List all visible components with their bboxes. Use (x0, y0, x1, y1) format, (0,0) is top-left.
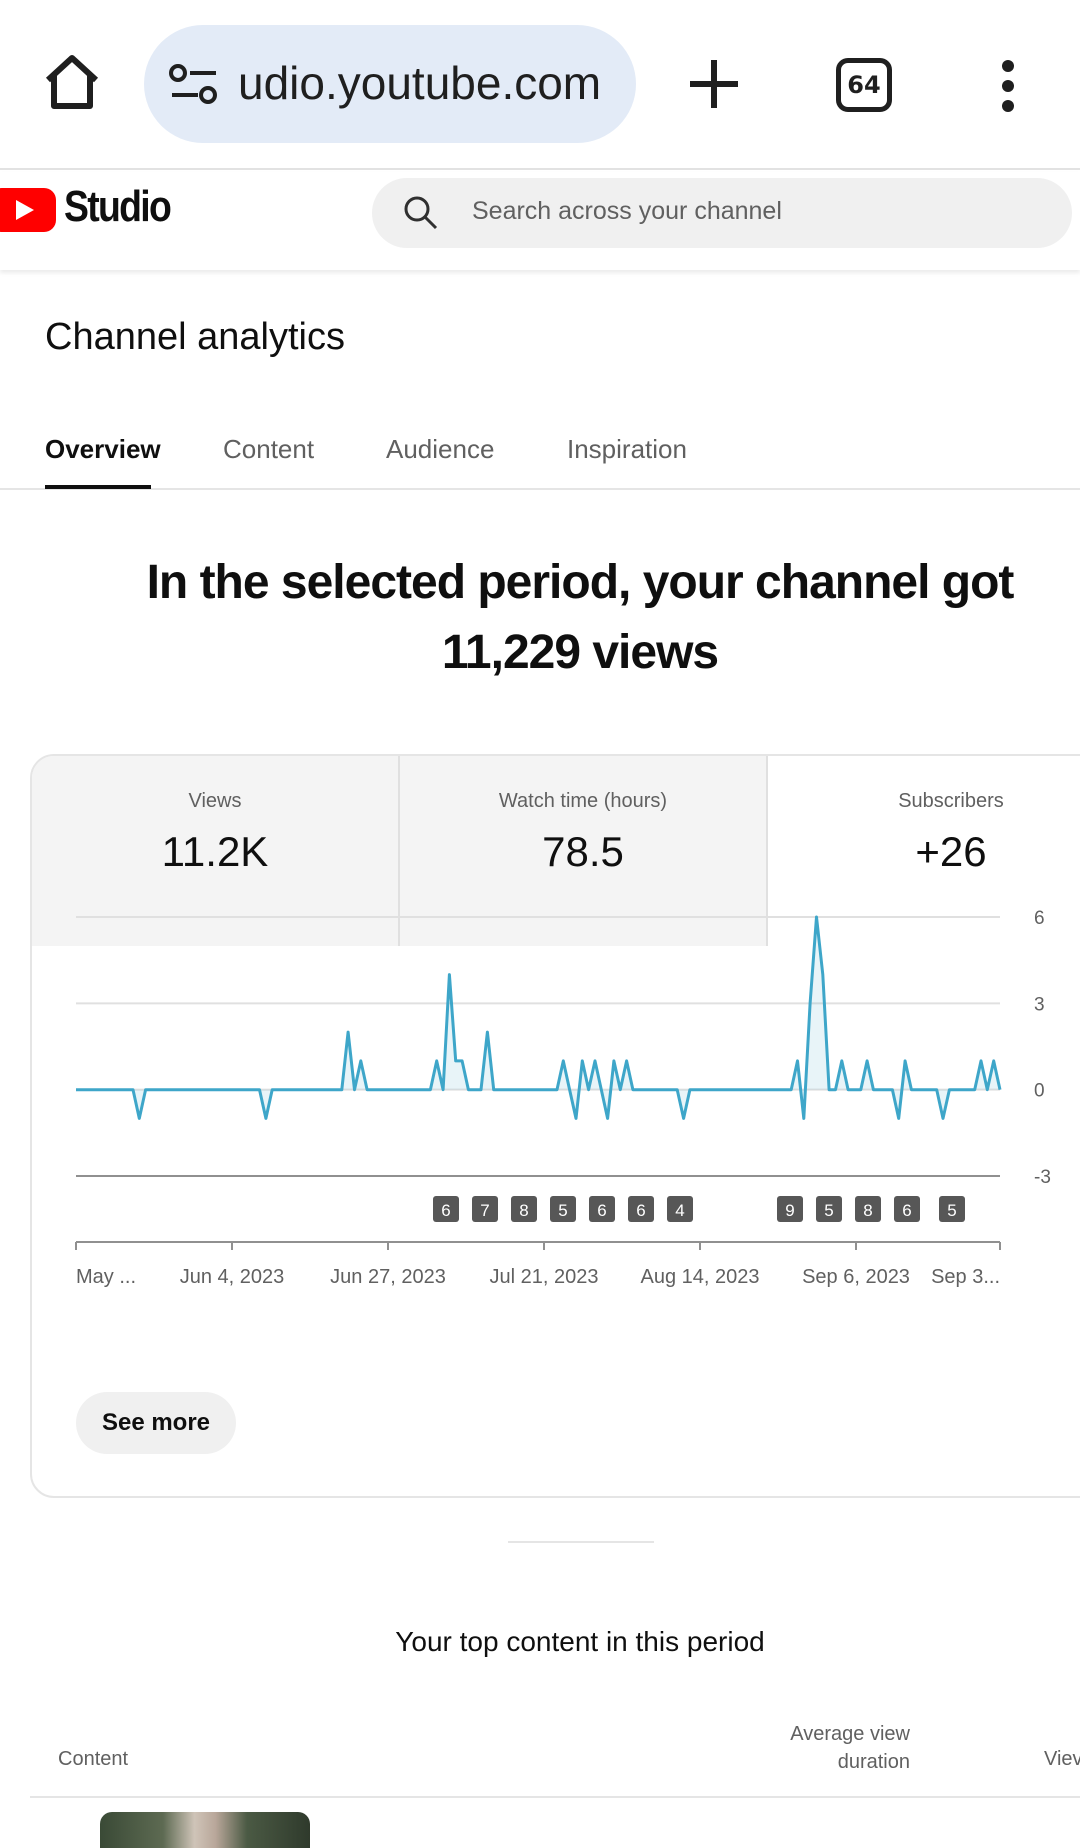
upload-marker-label: 6 (597, 1201, 606, 1220)
column-header-content[interactable]: Content (58, 1748, 129, 1770)
section-divider (508, 1541, 654, 1543)
site-settings-icon[interactable] (168, 63, 220, 107)
metric-value: 11.2K (161, 828, 269, 875)
upload-marker (777, 1196, 803, 1222)
column-header-views[interactable]: Viev (1044, 1748, 1080, 1770)
y-tick-label: 0 (1034, 1081, 1045, 1102)
series-line (76, 915, 1002, 1120)
more-vert-icon[interactable] (990, 58, 1026, 114)
url-bar[interactable]: udio.youtube.com (144, 25, 636, 143)
metric-label: Watch time (hours) (498, 790, 668, 812)
tab-inspiration[interactable]: Inspiration (567, 434, 687, 464)
new-tab-icon[interactable] (686, 56, 742, 112)
upload-marker-label: 5 (824, 1201, 833, 1220)
upload-marker (816, 1196, 842, 1222)
browser-toolbar: udio.youtube.com 64 (0, 0, 1080, 170)
metric-views[interactable]: Views 11.2K (32, 756, 398, 946)
active-tab-indicator (45, 485, 151, 489)
upload-marker-label: 5 (558, 1201, 567, 1220)
metric-value: 78.5 (542, 828, 624, 875)
metric-subscribers[interactable]: Subscribers +26 (768, 756, 1080, 946)
upload-marker (589, 1196, 615, 1222)
upload-marker-label: 9 (785, 1201, 794, 1220)
metric-value: +26 (915, 828, 987, 875)
x-tick-label: Sep 3... (931, 1266, 1000, 1288)
metric-divider (398, 756, 400, 946)
upload-marker (667, 1196, 693, 1222)
metric-divider (766, 756, 768, 946)
y-tick-label: 3 (1034, 994, 1045, 1015)
search-placeholder: Search across your channel (472, 197, 782, 225)
upload-marker (550, 1196, 576, 1222)
upload-marker-label: 5 (947, 1201, 956, 1220)
series-area (76, 917, 1000, 1119)
x-tick-label: Jun 27, 2023 (330, 1266, 446, 1288)
headline-line1: In the selected period, your channel got (146, 556, 1015, 609)
x-tick-label: Jul 21, 2023 (490, 1266, 599, 1288)
tab-content[interactable]: Content (223, 434, 315, 464)
y-tick-label: -3 (1034, 1167, 1051, 1188)
see-more-button[interactable]: See more (76, 1392, 236, 1454)
upload-marker (511, 1196, 537, 1222)
tab-audience[interactable]: Audience (386, 434, 495, 464)
tab-overview[interactable]: Overview (45, 434, 161, 464)
youtube-logo-icon[interactable] (0, 188, 56, 232)
metric-label: Views (188, 790, 242, 812)
studio-brand[interactable]: Studio (64, 182, 172, 231)
views-line-chart: 6 3 0 -3 May ... Jun 4, 2023 Jun 27, 2023 Jul 2… (75, 908, 1051, 1288)
table-header-divider (30, 1796, 1080, 1798)
upload-marker-label: 8 (863, 1201, 872, 1220)
upload-marker (894, 1196, 920, 1222)
search-input[interactable]: Search across your channel (372, 178, 1072, 248)
y-tick-label: 6 (1034, 908, 1045, 929)
upload-marker (855, 1196, 881, 1222)
upload-marker-label: 8 (519, 1201, 528, 1220)
headline-line2: 11,229 views (441, 626, 719, 679)
page-title: Channel analytics (45, 316, 345, 358)
upload-marker-label: 7 (480, 1201, 489, 1220)
top-content-title: Your top content in this period (395, 1626, 765, 1657)
upload-marker-label: 4 (675, 1201, 684, 1220)
upload-marker-label: 6 (441, 1201, 450, 1220)
url-text[interactable]: udio.youtube.com (238, 57, 602, 109)
x-tick-label: Sep 6, 2023 (802, 1266, 910, 1288)
x-tick-label: May ... (76, 1266, 136, 1288)
overview-card: Views 11.2K Watch time (hours) 78.5 Subs… (30, 754, 1080, 1498)
upload-marker (939, 1196, 965, 1222)
upload-marker (628, 1196, 654, 1222)
column-header-avg-view-duration[interactable]: Average view duration (790, 1723, 910, 1773)
search-icon (404, 196, 438, 230)
analytics-tabs: Overview Content Audience Inspiration (0, 420, 1080, 490)
upload-marker (472, 1196, 498, 1222)
metric-watch-time[interactable]: Watch time (hours) 78.5 (400, 756, 766, 946)
x-tick-label: Aug 14, 2023 (641, 1266, 760, 1288)
upload-marker-label: 6 (902, 1201, 911, 1220)
x-tick-label: Jun 4, 2023 (180, 1266, 285, 1288)
upload-marker-label: 6 (636, 1201, 645, 1220)
video-thumbnail[interactable] (100, 1812, 310, 1848)
upload-marker (433, 1196, 459, 1222)
tab-switcher-button[interactable]: 64 (836, 58, 892, 112)
home-icon[interactable] (40, 50, 104, 114)
headline: In the selected period, your channel got… (120, 548, 1040, 688)
metric-label: Subscribers (898, 790, 1004, 812)
